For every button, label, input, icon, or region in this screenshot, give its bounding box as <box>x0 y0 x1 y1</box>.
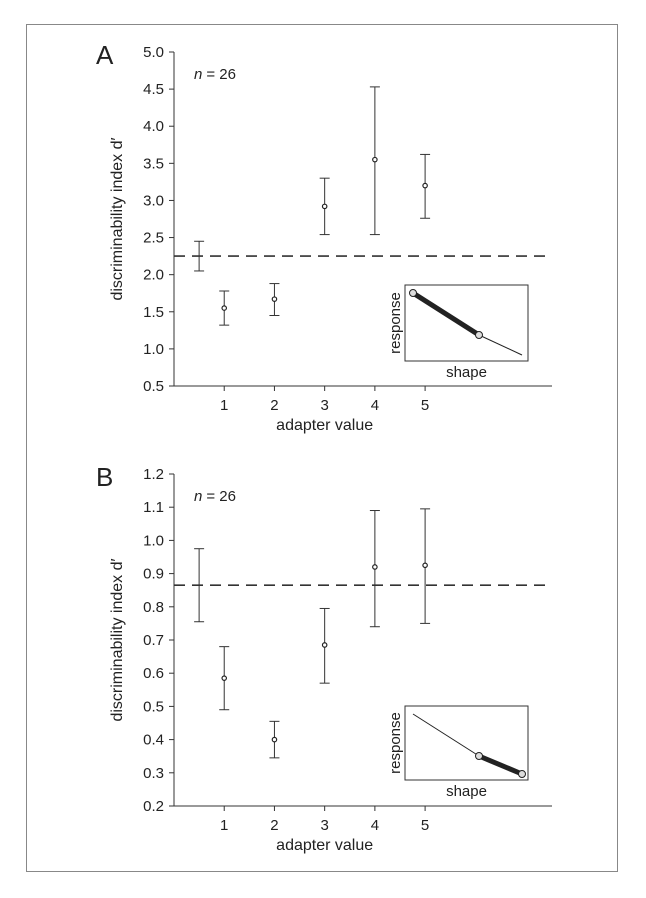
y-axis-label: discriminability index d′ <box>109 558 126 721</box>
y-tick-label: 0.4 <box>143 732 164 749</box>
y-tick-label: 1.2 <box>143 466 164 483</box>
sample-size-annotation: n = 26 <box>194 66 236 83</box>
data-point <box>422 562 428 569</box>
y-tick-label: 2.5 <box>143 230 164 247</box>
figure-frame <box>26 24 618 872</box>
inset-tuning-curve: shape response <box>387 705 529 800</box>
x-tick-label: 4 <box>371 817 379 834</box>
y-tick-label: 0.3 <box>143 765 164 782</box>
inset-curve-segment-2 <box>478 334 523 356</box>
inset-marker <box>409 289 417 297</box>
x-tick-label: 4 <box>371 397 379 414</box>
x-axis-label: adapter value <box>276 417 373 434</box>
inset-curve-segment-1 <box>411 290 481 338</box>
y-tick-label: 0.5 <box>143 698 164 715</box>
y-tick-label: 0.8 <box>143 599 164 616</box>
annotation-value: = 26 <box>206 488 236 505</box>
data-point <box>372 156 378 163</box>
inset-y-label: response <box>387 292 404 354</box>
y-tick-label: 4.0 <box>143 118 164 135</box>
x-tick-label: 1 <box>220 817 228 834</box>
inset-marker <box>475 331 483 339</box>
inset-curve-segment-2 <box>478 753 523 777</box>
data-point <box>321 642 328 648</box>
annotation-value: = 26 <box>206 66 236 83</box>
y-tick-label: 1.1 <box>143 499 164 516</box>
y-tick-label: 5.0 <box>143 44 164 61</box>
data-point <box>271 296 278 302</box>
x-tick-label: 5 <box>421 817 429 834</box>
y-axis-label: discriminability index d′ <box>109 137 126 300</box>
inset-marker <box>475 752 483 760</box>
y-tick-label: 3.5 <box>143 155 164 172</box>
y-tick-label: 1.5 <box>143 304 164 321</box>
y-tick-label: 3.0 <box>143 192 164 209</box>
panel-a: A 0.5 1.0 1.5 2.0 2.5 3.0 3.5 4.0 4.5 5.0 1 2 3 4 5 adap… <box>96 40 552 434</box>
inset-tuning-curve: shape response <box>387 284 529 381</box>
x-axis-label: adapter value <box>276 837 373 854</box>
data-point <box>221 305 228 311</box>
x-tick-label: 5 <box>421 397 429 414</box>
data-point <box>422 182 428 189</box>
data-point <box>372 564 378 570</box>
data-point <box>221 675 228 681</box>
inset-curve-segment-1 <box>412 713 480 757</box>
y-tick-label: 0.5 <box>143 378 164 395</box>
sample-size-annotation: n = 26 <box>194 488 236 505</box>
y-tick-label: 1.0 <box>143 532 164 549</box>
y-tick-label: 1.0 <box>143 341 164 358</box>
data-point <box>271 736 278 743</box>
inset-x-label: shape <box>446 783 487 800</box>
y-tick-label: 4.5 <box>143 81 164 98</box>
x-tick-label: 3 <box>320 397 328 414</box>
panel-letter: B <box>96 462 113 492</box>
inset-x-label: shape <box>446 364 487 381</box>
data-point <box>321 203 328 210</box>
x-tick-label: 1 <box>220 397 228 414</box>
y-tick-label: 0.6 <box>143 665 164 682</box>
panel-letter: A <box>96 40 114 70</box>
x-tick-label: 2 <box>270 817 278 834</box>
y-tick-label: 0.2 <box>143 798 164 815</box>
inset-y-label: response <box>387 712 404 774</box>
annotation-prefix: n <box>194 66 202 83</box>
y-tick-label: 0.7 <box>143 632 164 649</box>
x-tick-label: 2 <box>270 397 278 414</box>
y-tick-label: 2.0 <box>143 267 164 284</box>
panel-b: B 0.2 0.3 0.4 0.5 0.6 0.7 0.8 0.9 1.0 1.1 1.2 1 2 3 4 5 a… <box>96 462 552 854</box>
y-tick-label: 0.9 <box>143 566 164 583</box>
annotation-prefix: n <box>194 488 202 505</box>
inset-marker <box>518 770 526 778</box>
x-tick-label: 3 <box>320 817 328 834</box>
